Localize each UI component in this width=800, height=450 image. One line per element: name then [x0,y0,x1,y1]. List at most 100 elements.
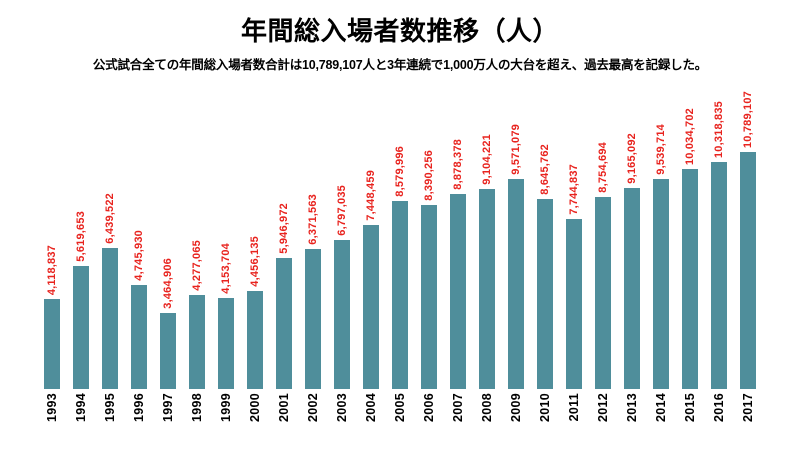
year-label-area: 2001 [276,393,291,434]
bar-column: 4,153,704 1999 [218,85,234,434]
bar-column: 6,439,522 1995 [102,85,118,434]
bar-column: 9,165,092 2013 [624,85,640,434]
year-label-area: 2010 [537,393,552,434]
x-axis-tick-label: 2015 [682,393,697,423]
bar-column: 8,754,694 2012 [595,85,611,434]
year-label-area: 2015 [682,393,697,434]
bar-column: 7,448,459 2004 [363,85,379,434]
year-label-area: 2011 [566,393,581,434]
bar-column: 8,878,378 2007 [450,85,466,434]
bar-column: 3,464,906 1997 [160,85,176,434]
bar-value-label: 8,390,256 [422,150,435,201]
bar-column: 6,797,035 2003 [334,85,350,434]
x-axis-tick-label: 2010 [537,393,552,423]
year-label-area: 2014 [653,393,668,434]
x-axis-tick-label: 2011 [566,393,581,422]
bar-value-label: 8,645,762 [538,144,551,195]
bar-value-label: 4,277,065 [190,240,203,291]
bar-column: 7,744,837 2011 [566,85,582,434]
x-axis-tick-label: 1998 [189,393,204,423]
bar-value-label: 8,754,694 [596,142,609,193]
x-axis-tick-label: 1995 [102,393,117,423]
x-axis-tick-label: 1997 [160,393,175,423]
bar-value-label: 3,464,906 [161,258,174,309]
bar [595,197,611,389]
bar-column: 10,318,835 2016 [711,85,727,434]
bar-value-label: 4,118,837 [45,244,58,295]
bar-column: 4,745,930 1996 [131,85,147,434]
bar-chart: 4,118,837 1993 5,619,653 1994 6,439,522 1995 4… [44,85,756,434]
bar-column: 8,390,256 2006 [421,85,437,434]
year-label-area: 2003 [335,393,349,434]
year-label-area: 2007 [450,393,465,434]
bar-column: 8,645,762 2010 [537,85,553,434]
bar-column: 5,946,972 2001 [276,85,292,434]
x-axis-tick-label: 2014 [653,393,668,423]
year-label-area: 1998 [189,393,204,434]
bar [363,225,379,389]
bar [682,169,698,389]
x-axis-tick-label: 2017 [740,393,755,423]
chart-title: 年間総入場者数推移（人） [240,16,559,46]
bar-column: 8,579,996 2005 [392,85,408,434]
year-label-area: 2006 [421,393,436,434]
year-label-area: 2008 [480,393,494,434]
x-axis-tick-label: 2009 [508,393,523,423]
x-axis-tick-label: 2016 [711,393,726,423]
year-label-area: 1993 [44,393,59,434]
bar [624,188,640,389]
x-axis-tick-label: 2004 [363,393,378,423]
bar [131,285,147,389]
bar [218,298,234,389]
bar-column: 4,118,837 1993 [44,85,60,434]
bar [189,295,205,389]
bar [479,189,495,389]
bar-value-label: 5,619,653 [74,211,87,262]
bar-value-label: 7,744,837 [567,164,580,215]
x-axis-tick-label: 2013 [624,393,639,423]
bar [334,240,350,389]
bar-value-label: 7,448,459 [364,170,377,221]
x-axis-tick-label: 2007 [450,393,465,423]
bar-value-label: 9,104,221 [480,134,493,185]
year-label-area: 2013 [624,393,639,434]
x-axis-tick-label: 2006 [421,393,436,423]
x-axis-tick-label: 1999 [218,393,233,423]
bar [160,313,176,389]
year-label-area: 1994 [73,393,88,434]
bar-column: 4,456,135 2000 [247,85,263,434]
year-label-area: 2012 [596,393,610,434]
year-label-area: 2005 [392,393,407,434]
bar [537,199,553,389]
x-axis-tick-label: 2005 [392,393,407,423]
bar-value-label: 10,034,702 [683,107,696,165]
bar [392,201,408,389]
bar-column: 10,034,702 2015 [682,85,698,434]
x-axis-tick-label: 1996 [131,393,146,423]
bar [44,299,60,389]
bar [653,179,669,389]
year-label-area: 1996 [131,393,146,434]
bar [711,162,727,389]
x-axis-tick-label: 1994 [73,393,88,423]
bar-chart-plot-area: 4,118,837 1993 5,619,653 1994 6,439,522 1995 4… [44,85,756,434]
chart-subtitle: 公式試合全ての年間総入場者数合計は10,789,107人と3年連続で1,000万… [92,58,708,73]
bar-column: 6,371,563 2002 [305,85,321,434]
bar-value-label: 10,318,835 [712,100,725,158]
x-axis-tick-label: 1993 [44,393,59,423]
x-axis-tick-label: 2001 [276,393,291,423]
year-label-area: 2016 [711,393,726,434]
x-axis-tick-label: 2000 [247,393,262,423]
bar-value-label: 6,439,522 [103,193,116,244]
bar [450,194,466,389]
year-label-area: 2004 [363,393,378,434]
year-label-area: 2017 [740,393,755,434]
year-label-area: 2002 [305,393,320,434]
bar-value-label: 8,878,378 [451,139,464,190]
bar-value-label: 4,745,930 [132,230,145,281]
bar-value-label: 9,571,079 [509,124,522,175]
bar [73,266,89,389]
x-axis-tick-label: 2002 [305,393,320,423]
year-label-area: 1999 [218,393,233,434]
